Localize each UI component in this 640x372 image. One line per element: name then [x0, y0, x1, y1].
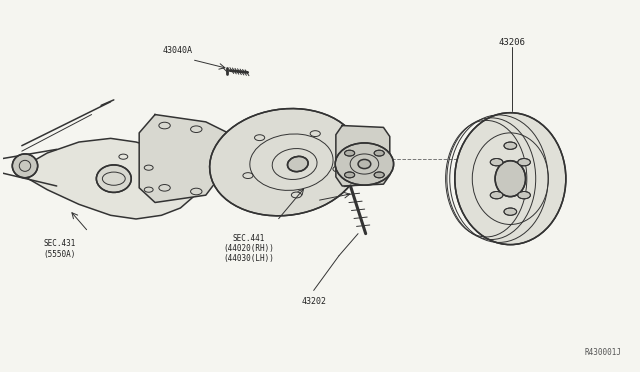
Text: R430001J: R430001J: [584, 349, 621, 357]
Circle shape: [518, 192, 531, 199]
Text: SEC.441
(44020(RH))
(44030(LH)): SEC.441 (44020(RH)) (44030(LH)): [223, 234, 275, 263]
Circle shape: [374, 150, 384, 156]
Circle shape: [344, 150, 355, 156]
Text: 43222: 43222: [280, 195, 305, 205]
Ellipse shape: [358, 160, 371, 169]
Polygon shape: [139, 115, 228, 202]
Circle shape: [490, 192, 503, 199]
Polygon shape: [336, 125, 390, 186]
Circle shape: [490, 158, 503, 166]
Ellipse shape: [210, 109, 360, 216]
Ellipse shape: [335, 143, 394, 185]
Ellipse shape: [97, 165, 131, 192]
Circle shape: [504, 142, 516, 149]
Text: SEC.431
(5550A): SEC.431 (5550A): [44, 239, 76, 259]
Ellipse shape: [455, 113, 566, 245]
Circle shape: [518, 158, 531, 166]
Ellipse shape: [495, 161, 525, 197]
Text: 43206: 43206: [498, 38, 525, 47]
Ellipse shape: [287, 156, 308, 171]
Text: 43040A: 43040A: [163, 46, 192, 55]
Circle shape: [344, 172, 355, 178]
Polygon shape: [22, 138, 200, 219]
Ellipse shape: [12, 154, 38, 178]
Circle shape: [504, 208, 516, 215]
Text: 43202: 43202: [301, 296, 326, 306]
Circle shape: [374, 172, 384, 178]
